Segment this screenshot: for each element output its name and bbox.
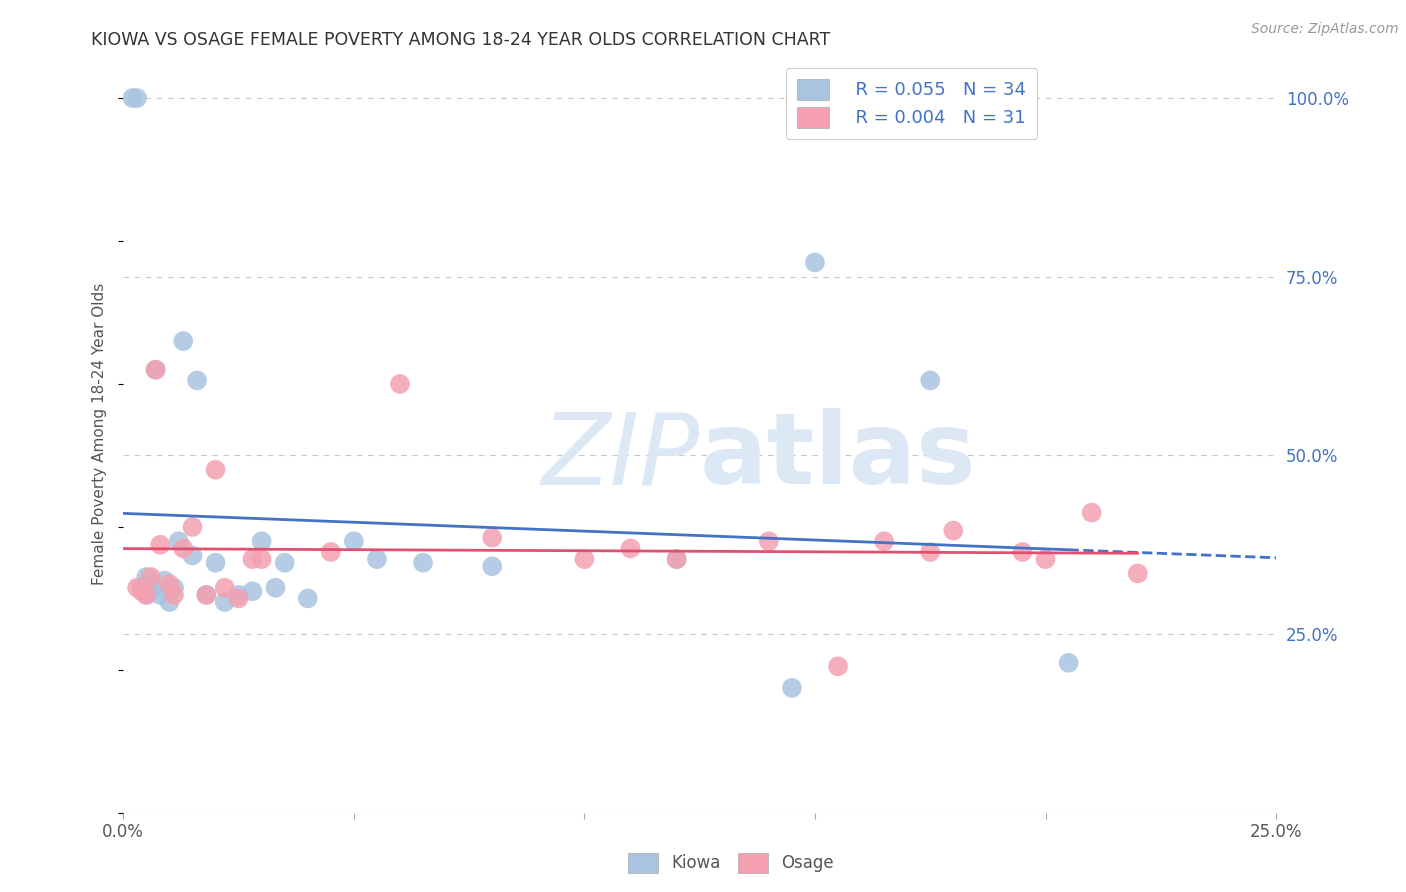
- Legend: Kiowa, Osage: Kiowa, Osage: [621, 847, 841, 880]
- Point: [149, 538, 172, 552]
- Point: [804, 255, 827, 269]
- Point: [1126, 566, 1149, 581]
- Point: [157, 584, 180, 599]
- Point: [145, 362, 167, 376]
- Point: [149, 588, 172, 602]
- Point: [153, 574, 176, 588]
- Point: [920, 545, 942, 559]
- Point: [135, 588, 157, 602]
- Point: [388, 376, 411, 391]
- Legend:   R = 0.055   N = 34,   R = 0.004   N = 31: R = 0.055 N = 34, R = 0.004 N = 31: [786, 68, 1036, 138]
- Point: [827, 659, 849, 673]
- Point: [273, 556, 295, 570]
- Point: [481, 531, 503, 545]
- Point: [135, 588, 157, 602]
- Point: [574, 552, 596, 566]
- Point: [121, 91, 143, 105]
- Point: [366, 552, 388, 566]
- Point: [242, 552, 264, 566]
- Point: [163, 588, 186, 602]
- Point: [181, 549, 204, 563]
- Point: [228, 591, 250, 606]
- Text: Source: ZipAtlas.com: Source: ZipAtlas.com: [1251, 22, 1399, 37]
- Point: [135, 570, 157, 584]
- Point: [139, 584, 162, 599]
- Point: [172, 334, 194, 348]
- Point: [250, 552, 273, 566]
- Point: [131, 584, 153, 599]
- Point: [195, 588, 218, 602]
- Point: [665, 552, 688, 566]
- Point: [412, 556, 434, 570]
- Point: [172, 541, 194, 556]
- Point: [167, 534, 190, 549]
- Point: [481, 559, 503, 574]
- Point: [264, 581, 287, 595]
- Point: [942, 524, 965, 538]
- Point: [214, 595, 236, 609]
- Point: [181, 520, 204, 534]
- Text: KIOWA VS OSAGE FEMALE POVERTY AMONG 18-24 YEAR OLDS CORRELATION CHART: KIOWA VS OSAGE FEMALE POVERTY AMONG 18-2…: [91, 31, 831, 49]
- Point: [873, 534, 896, 549]
- Point: [780, 681, 803, 695]
- Text: atlas: atlas: [700, 409, 976, 505]
- Point: [242, 584, 264, 599]
- Point: [204, 556, 226, 570]
- Point: [157, 595, 180, 609]
- Point: [758, 534, 780, 549]
- Point: [319, 545, 342, 559]
- Point: [163, 581, 186, 595]
- Point: [204, 463, 226, 477]
- Point: [186, 373, 208, 387]
- Y-axis label: Female Poverty Among 18-24 Year Olds: Female Poverty Among 18-24 Year Olds: [93, 283, 107, 585]
- Point: [214, 581, 236, 595]
- Point: [1080, 506, 1102, 520]
- Point: [127, 91, 149, 105]
- Point: [131, 581, 153, 595]
- Point: [139, 570, 162, 584]
- Point: [619, 541, 641, 556]
- Point: [228, 588, 250, 602]
- Point: [343, 534, 366, 549]
- Point: [1035, 552, 1057, 566]
- Text: ZIP: ZIP: [541, 409, 700, 505]
- Point: [145, 362, 167, 376]
- Point: [1057, 656, 1080, 670]
- Point: [297, 591, 319, 606]
- Point: [920, 373, 942, 387]
- Point: [250, 534, 273, 549]
- Point: [1011, 545, 1033, 559]
- Point: [195, 588, 218, 602]
- Point: [157, 577, 180, 591]
- Point: [127, 581, 149, 595]
- Point: [665, 552, 688, 566]
